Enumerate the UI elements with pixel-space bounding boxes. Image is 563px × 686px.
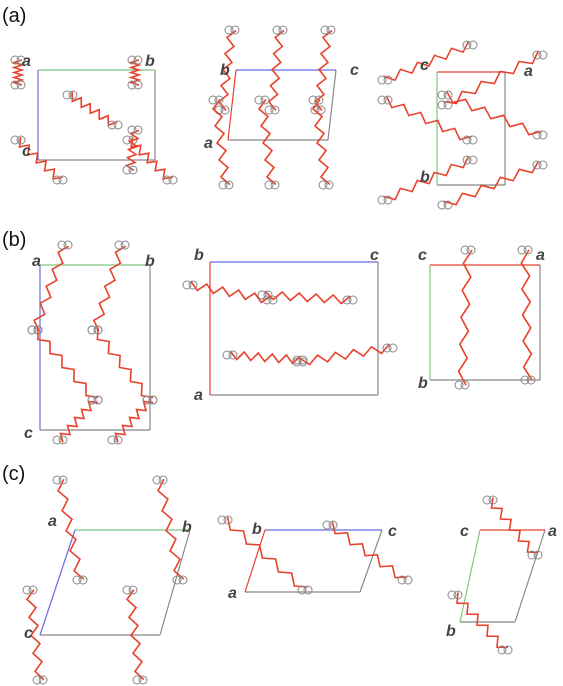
unit-cell-edge [228,70,236,140]
axis-label: b [194,247,204,264]
crystal-view: b c a [218,516,412,602]
panel: (a) a b c b c a c a b [2,5,547,209]
unit-cell-edge [245,530,265,592]
ring [64,241,72,249]
ring [327,26,335,34]
unit-cell-edge [515,530,545,622]
panel-label: (c) [2,463,25,485]
ring [225,181,233,189]
molecule-backbone [131,137,173,179]
ring [114,121,122,129]
molecule-backbone [299,344,389,365]
axis-label: b [182,519,192,536]
axis-label: c [418,247,427,264]
molecule-backbone [447,91,542,134]
axis-label: a [204,135,213,152]
molecule-backbone [228,517,308,587]
axis-label: c [24,425,33,442]
axis-label: a [32,253,41,270]
crystal-view: c a b [378,41,547,209]
page: (a)abcbcacab(b)abcbcacab(c)abcbcacab (()… [0,0,563,686]
ring [79,576,87,584]
molecule-backbone [72,92,117,126]
crystal-view: a b c [11,53,177,184]
crystal-view: c a b [418,246,545,392]
ring [389,344,397,352]
axis-label: b [145,253,155,270]
ring [139,676,147,684]
molecule-backbone [61,401,99,442]
axis-label: a [536,247,545,264]
ring [349,296,357,304]
molecule-backbone [521,250,532,380]
ring [404,576,412,584]
ring [231,26,239,34]
axis-label: b [145,53,155,70]
molecule-backbone [491,498,538,553]
unit-cell-edge [328,70,336,140]
ring [39,676,47,684]
ring [469,41,477,49]
axis-label: a [228,585,237,602]
ring [59,176,67,184]
molecule-backbone [265,291,350,304]
axis-label: a [194,387,203,404]
axis-label: a [524,63,533,80]
ring [169,176,177,184]
ring [469,156,477,164]
axis-label: b [220,62,230,79]
panel-label: (a) [2,5,26,27]
ring [121,241,129,249]
axis-label: c [370,247,379,264]
ring [179,576,187,584]
axis-label: c [24,625,33,642]
ring [304,586,312,594]
molecule-backbone [259,100,276,185]
panel-label: (b) [2,229,26,251]
crystal-view: a b c [23,476,192,684]
ring [325,181,333,189]
axis-label: b [252,521,262,538]
axis-label: a [548,523,557,540]
panel: (b) a b c b c a c a b [2,229,545,444]
ring [539,161,547,169]
axis-label: c [420,57,429,74]
axis-label: b [420,169,430,186]
molecule-backbone [443,161,538,204]
ring [539,51,547,59]
crystal-view: c a b [446,496,557,654]
ring [271,181,279,189]
crystal-view: b c a [204,26,359,189]
unit-cell-edge [40,530,75,635]
molecule-backbone [459,250,472,385]
ring [134,126,142,134]
molecule-backbone [116,401,154,442]
axis-label: b [446,623,456,640]
ring [279,26,287,34]
molecule-backbone [191,281,271,302]
molecule-backbone [58,479,84,579]
molecule-backbone [387,96,472,139]
axis-label: c [460,523,469,540]
figure: (a) a b c b c a c a b (b) a b c b c a c a b (c) a b c b c a c a b [0,0,563,686]
molecule-backbone [230,351,300,364]
molecule-backbone [97,328,153,398]
ring [469,136,477,144]
axis-label: a [48,513,57,530]
molecule-backbone [313,100,330,185]
crystal-view: b c a [183,247,397,404]
crystal-view: a b c [24,241,157,444]
axis-label: c [22,143,31,160]
unit-cell-edge [460,530,480,622]
ring [539,131,547,139]
molecule-backbone [38,327,98,397]
axis-label: a [22,53,31,70]
panel: (c) a b c b c a c a b [2,463,557,684]
molecule-backbone [94,246,126,331]
axis-label: c [388,523,397,540]
axis-label: b [418,375,428,392]
axis-label: c [350,62,359,79]
